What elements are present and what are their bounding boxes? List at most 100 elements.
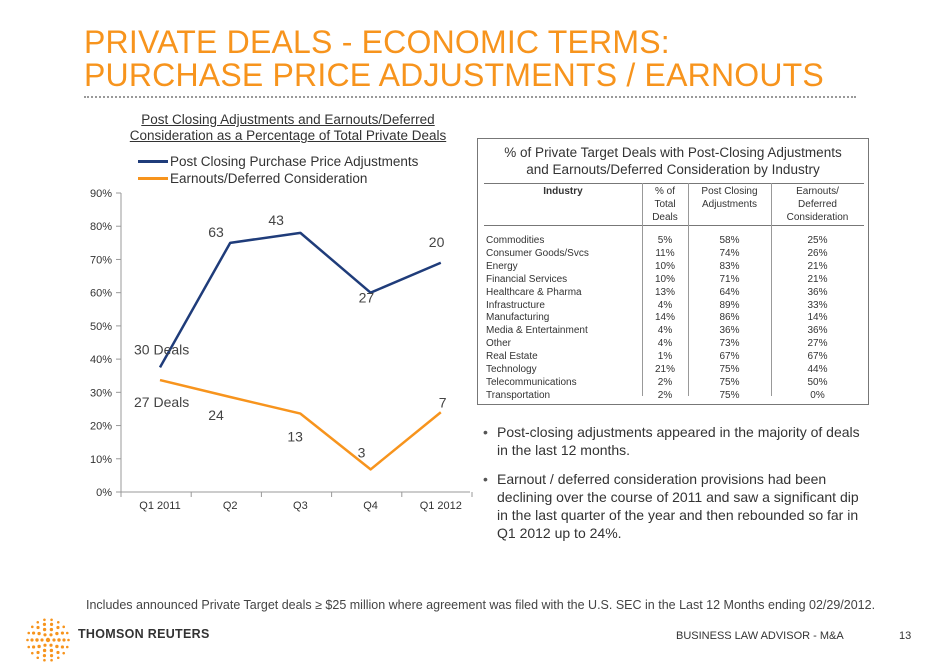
table-column-divider: [642, 183, 643, 396]
cell-industry: Manufacturing: [486, 312, 550, 324]
logo-dot: [43, 658, 46, 662]
cell-total-deals: 14%: [654, 312, 675, 324]
chart-title-line-1: Post Closing Adjustments and Earnouts/De…: [141, 112, 435, 127]
x-tick-label: Q4: [363, 500, 378, 512]
page-number: 13: [899, 630, 912, 642]
logo-dot: [42, 653, 47, 658]
cell-total-deals: 5%: [657, 235, 673, 246]
cell-post-closing-adjustments: 36%: [719, 325, 740, 337]
x-tick-label: Q2: [223, 500, 238, 512]
cell-total-deals: 11%: [655, 247, 675, 259]
logo-dot: [56, 620, 60, 624]
cell-total-deals: 2%: [657, 376, 673, 388]
logo-dot: [60, 631, 65, 635]
industry-table: % of Private Target Deals with Post-Clos…: [477, 138, 869, 405]
cell-industry: Media & Entertainment: [486, 325, 588, 337]
series-line-earnouts: [159, 378, 442, 471]
cell-earnouts: 25%: [807, 235, 828, 246]
cell-total-deals: 10%: [654, 273, 675, 285]
industry-table-grid: Industry % of Total Deals Post Closing A…: [484, 183, 864, 401]
chart-legend: Post Closing Purchase Price Adjustments …: [138, 153, 418, 187]
logo-dot: [56, 656, 60, 660]
logo-dot: [65, 631, 69, 635]
y-tick-label: 70%: [90, 254, 112, 266]
cell-total-deals: 21%: [654, 364, 675, 375]
header-earn-line-2: Deferred: [798, 199, 837, 210]
header-total-deals: % of Total Deals: [642, 185, 688, 224]
cell-industry: Transportation: [486, 389, 551, 401]
cell-total-deals: 4%: [657, 325, 673, 337]
logo-dot: [62, 625, 66, 629]
cell-earnouts: 21%: [807, 273, 828, 285]
logo-dot: [57, 638, 61, 642]
thomson-reuters-logo-icon: [26, 618, 70, 662]
data-label-earnouts: 3: [358, 444, 366, 460]
bullet-text: Earnout / deferred consideration provisi…: [497, 471, 859, 541]
logo-dot: [31, 645, 36, 649]
logo-dot: [49, 627, 54, 632]
logo-dot: [36, 650, 40, 655]
legend-swatch-adjustments: [138, 160, 168, 163]
header-earn-line-3: Consideration: [786, 212, 849, 223]
cell-post-closing-adjustments: 75%: [719, 376, 740, 388]
table-caption: % of Private Target Deals with Post-Clos…: [478, 144, 868, 178]
logo-dot: [31, 631, 36, 635]
cell-total-deals: 4%: [657, 338, 673, 350]
brand-name: THOMSON REUTERS: [78, 627, 210, 641]
cell-total-deals: 1%: [657, 351, 673, 363]
logo-dot: [62, 638, 66, 642]
logo-dot: [36, 620, 40, 624]
cell-industry: Commodities: [486, 235, 545, 246]
cell-earnouts: 21%: [807, 260, 828, 272]
bullet-dot-icon: •: [483, 471, 488, 487]
chart-title-line-2: Consideration as a Percentage of Total P…: [129, 128, 447, 143]
header-industry: Industry: [543, 186, 583, 197]
bullet-dot-icon: •: [483, 424, 488, 440]
logo-dot: [50, 658, 53, 662]
logo-dot: [43, 618, 46, 622]
logo-dot: [37, 644, 41, 649]
cell-total-deals: 2%: [657, 389, 673, 401]
logo-dot: [67, 638, 70, 642]
cell-post-closing-adjustments: 75%: [719, 364, 740, 375]
logo-dot: [52, 638, 56, 642]
cell-post-closing-adjustments: 73%: [719, 338, 740, 350]
data-label-adjustments: 20: [429, 234, 445, 250]
logo-dot: [30, 625, 34, 629]
x-tick-label: Q1 2011: [139, 500, 180, 512]
logo-dot: [50, 618, 53, 622]
logo-dot: [55, 644, 59, 649]
y-tick-label: 60%: [90, 288, 112, 300]
table-header-row: [484, 183, 864, 226]
chart-title: Post Closing Adjustments and Earnouts/De…: [112, 112, 464, 144]
logo-dot: [42, 622, 47, 627]
cell-post-closing-adjustments: 58%: [719, 235, 740, 246]
title-dotted-divider: [84, 96, 856, 98]
y-tick-label: 40%: [90, 354, 112, 366]
header-adj-line-2: Adjustments: [701, 199, 758, 210]
cell-industry: Consumer Goods/Svcs: [486, 247, 589, 259]
header-post-closing-adjustments: Post Closing Adjustments: [688, 185, 771, 211]
cell-industry: Technology: [486, 364, 537, 375]
data-label-earnouts: 27 Deals: [134, 394, 189, 410]
legend-item-adjustments: Post Closing Purchase Price Adjustments: [138, 153, 418, 170]
cell-earnouts: 44%: [807, 364, 828, 375]
logo-dot: [56, 650, 60, 655]
cell-earnouts: 36%: [807, 325, 828, 337]
x-tick-label: Q3: [293, 500, 308, 512]
table-column-divider: [688, 183, 689, 396]
series-line-adjustments: [158, 231, 442, 369]
logo-dot: [49, 643, 53, 647]
cell-industry: Real Estate: [486, 351, 538, 363]
logo-dot: [43, 633, 47, 637]
logo-dot: [65, 645, 69, 649]
logo-dot: [27, 645, 31, 649]
logo-dot: [55, 631, 59, 636]
logo-dot: [40, 638, 44, 642]
cell-earnouts: 67%: [807, 351, 828, 363]
cell-total-deals: 10%: [654, 260, 675, 272]
cell-post-closing-adjustments: 67%: [719, 351, 740, 363]
bullet-item: • Post-closing adjustments appeared in t…: [483, 423, 873, 459]
legend-swatch-earnouts: [138, 177, 168, 180]
cell-earnouts: 36%: [807, 286, 828, 298]
